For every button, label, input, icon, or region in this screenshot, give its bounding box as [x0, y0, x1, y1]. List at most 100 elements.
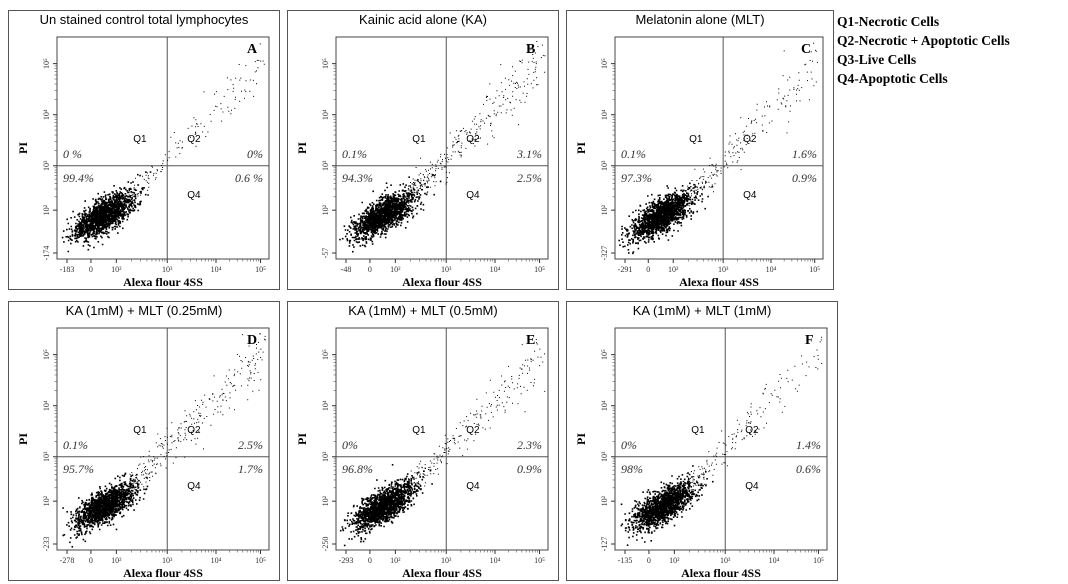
panel-letter: E [526, 333, 535, 348]
x-tick-label: 10³ [162, 556, 173, 565]
y-tick-label: 10⁵ [321, 349, 330, 360]
x-tick-label: 10² [390, 556, 401, 565]
x-tick-label: -135 [618, 556, 633, 565]
event-dots [620, 336, 823, 546]
panel-title: KA (1mM) + MLT (1mM) [632, 303, 772, 318]
percent-q4: 1.7% [238, 462, 263, 476]
panel-e: KA (1mM) + MLT (0.5mM) E Q1 Q2 Q4 0% 2.3% 96.8… [287, 301, 559, 581]
y-tick-label: -250 [321, 537, 330, 552]
panel-title: Un stained control total lymphocytes [39, 12, 249, 27]
x-tick-label: 10⁴ [769, 556, 780, 565]
event-dots [339, 41, 546, 253]
x-tick-label: 0 [89, 556, 93, 565]
y-tick-label: 10⁴ [42, 109, 51, 120]
panel-title: KA (1mM) + MLT (0.5mM) [348, 303, 498, 318]
x-tick-label: 0 [647, 556, 651, 565]
x-tick-label: 10² [111, 265, 122, 274]
legend-item-q3: Q3-Live Cells [837, 52, 917, 67]
x-tick-label: 10³ [718, 265, 729, 274]
panel-title: Kainic acid alone (KA) [359, 12, 487, 27]
x-tick-label: -48 [341, 265, 352, 274]
x-tick-label: 10⁴ [490, 265, 501, 274]
panel-a: Un stained control total lymphocytes A Q1… [8, 10, 280, 290]
quadrant-label-q2: Q2 [466, 425, 480, 436]
panel-b: Kainic acid alone (KA) BQ1Q2Q40.1%3.1%94… [287, 10, 559, 290]
y-tick-label: 10³ [42, 451, 51, 462]
quadrant-label-q4: Q4 [745, 481, 759, 492]
y-tick-label: 10⁵ [321, 58, 330, 69]
percent-q1: 0% [621, 438, 637, 452]
event-dots [618, 42, 818, 255]
y-tick-label: 10⁵ [42, 349, 51, 360]
x-axis-label: Alexa flour 4SS [679, 275, 759, 289]
panel-c: Melatonin alone (MLT) C Q1 Q2 Q4 0.1% 1.6% 97.… [566, 10, 834, 290]
event-dots [339, 339, 546, 547]
x-tick-label: -293 [339, 556, 354, 565]
percent-q2: 3.1% [516, 147, 542, 161]
percent-q1: 0.1% [621, 147, 646, 161]
x-tick-label: 10³ [162, 265, 173, 274]
y-tick-label: -174 [42, 246, 51, 261]
quadrant-label-q4: Q4 [187, 190, 201, 201]
y-tick-label: 10⁴ [321, 109, 330, 120]
y-tick-label: 10³ [321, 451, 330, 462]
percent-q4: 0.6 % [235, 171, 263, 185]
quadrant-label-q1: Q1 [691, 425, 705, 436]
x-tick-label: 0 [89, 265, 93, 274]
panel-letter: D [247, 333, 257, 348]
y-tick-label: 10⁴ [600, 400, 609, 411]
percent-q2: 2.5% [238, 438, 263, 452]
flow-plot-b: BQ1Q2Q40.1%3.1%94.3%2.5%-48010²10³10⁴10⁵… [295, 36, 549, 289]
percent-q3: 94.3% [342, 171, 373, 185]
y-axis-label: PI [16, 433, 30, 445]
x-tick-label: 10⁴ [211, 556, 222, 565]
x-tick-label: 10⁵ [255, 556, 266, 565]
flow-plot-e: E Q1 Q2 Q4 0% 2.3% 96.8% 0.9% -293 0 10² 10³ 10⁴ 10⁵ -… [295, 327, 549, 580]
y-tick-label: -327 [600, 246, 609, 261]
percent-q4: 0.6% [796, 462, 821, 476]
y-tick-label: 10⁵ [600, 349, 609, 360]
quadrant-label-q2: Q2 [466, 134, 480, 145]
quadrant-label-q1: Q1 [412, 134, 426, 145]
x-axis-label: Alexa flour 4SS [123, 275, 203, 289]
panel-title: Melatonin alone (MLT) [635, 12, 765, 27]
quadrant-label-q4: Q4 [466, 481, 480, 492]
y-tick-label: 10³ [42, 160, 51, 171]
percent-q2: 1.6% [792, 147, 817, 161]
y-axis-label: PI [574, 142, 588, 154]
scatter-events [61, 43, 265, 253]
x-tick-label: 10⁵ [809, 265, 820, 274]
x-tick-label: -183 [60, 265, 75, 274]
x-tick-label: 10⁴ [490, 556, 501, 565]
percent-q2: 1.4% [796, 438, 821, 452]
y-tick-label: 10⁴ [600, 109, 609, 120]
x-tick-label: 10² [111, 556, 122, 565]
percent-q4: 0.9% [517, 462, 542, 476]
quadrant-label-q1: Q1 [133, 425, 147, 436]
quadrant-label-q1: Q1 [412, 425, 426, 436]
quadrant-label-q4: Q4 [187, 481, 201, 492]
x-tick-label: 10² [669, 556, 680, 565]
flow-plot-c: C Q1 Q2 Q4 0.1% 1.6% 97.3% 0.9% -291 0 10² 10³ 10⁴ 10… [574, 36, 824, 289]
scatter-events [339, 41, 546, 253]
y-axis-label: PI [295, 433, 309, 445]
percent-q3: 96.8% [342, 462, 373, 476]
y-tick-label: 10³ [600, 451, 609, 462]
y-axis-label: PI [574, 433, 588, 445]
legend-item-q2: Q2-Necrotic + Apoptotic Cells [837, 33, 1010, 48]
y-tick-label: 10² [321, 495, 330, 506]
legend-item-q1: Q1-Necrotic Cells [837, 14, 940, 29]
x-tick-label: 10⁴ [211, 265, 222, 274]
y-tick-label: 10³ [321, 160, 330, 171]
y-tick-label: -233 [42, 537, 51, 552]
x-tick-label: 10⁵ [534, 265, 545, 274]
quadrant-label-q1: Q1 [689, 134, 703, 145]
x-tick-label: 10³ [720, 556, 731, 565]
x-axis-label: Alexa flour 4SS [681, 566, 761, 580]
flow-plot-f: F Q1 Q2 Q4 0% 1.4% 98% 0.6% -135 0 10² 10³ 10⁴ 10⁵ -12… [574, 327, 828, 580]
quadrant-label-q4: Q4 [743, 190, 757, 201]
x-axis-label: Alexa flour 4SS [402, 566, 482, 580]
y-tick-label: 10² [321, 204, 330, 215]
flow-plot-a: A Q1 Q2 Q4 0 % 0% 99.4% 0.6 % -183 0 10² 10³ 10⁴ 10⁵ -… [16, 36, 270, 289]
quadrant-label-q2: Q2 [187, 425, 201, 436]
